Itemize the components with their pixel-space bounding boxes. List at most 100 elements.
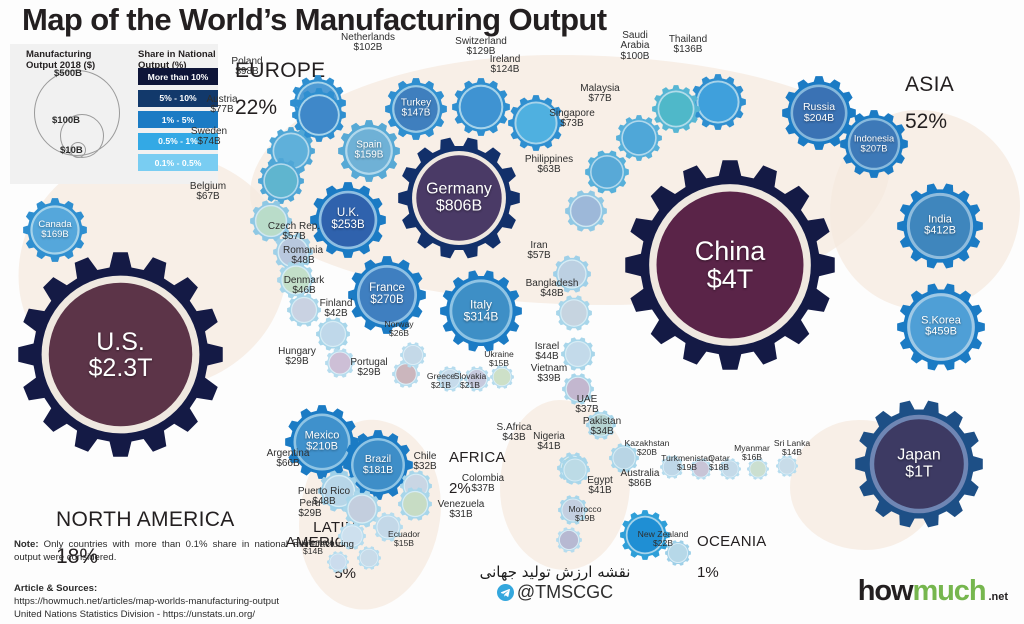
country-node-ecuador[interactable]: [357, 546, 381, 570]
country-node-nigeria[interactable]: [560, 455, 590, 485]
country-value: $22B: [652, 538, 674, 549]
country-node-malaysia[interactable]: [616, 115, 662, 161]
country-node-finland[interactable]: [316, 317, 350, 351]
country-node-bangladesh[interactable]: [556, 295, 592, 331]
country-node-israel[interactable]: [561, 337, 595, 371]
note-label: Note:: [14, 539, 39, 550]
country-node-poland[interactable]: [292, 88, 346, 142]
country-node-venezuela[interactable]: [373, 512, 403, 542]
country-value: $67B: [196, 191, 220, 203]
gear-shape: [343, 490, 381, 528]
country-name: Venezuela: [437, 499, 485, 511]
country-node-japan[interactable]: Japan $1T: [855, 400, 983, 528]
country-node-thailand[interactable]: [690, 74, 746, 130]
country-node-myanmar[interactable]: [747, 458, 769, 480]
country-node-china[interactable]: China $4T: [625, 160, 835, 370]
legend-bubble-label-500b: $500B: [54, 68, 82, 79]
gear-shape: [398, 487, 432, 521]
country-node-turkmenistan[interactable]: [690, 458, 712, 480]
country-node-colombia[interactable]: [398, 487, 432, 521]
country-value: $19B: [574, 513, 596, 524]
country-node-canada[interactable]: Canada $169B: [23, 198, 87, 262]
country-node-puertorico[interactable]: [343, 490, 381, 528]
sources-block: Article & Sources: https://howmuch.net/a…: [14, 583, 414, 622]
country-node-qatar[interactable]: [719, 458, 741, 480]
country-callout-chile: Chile $32B: [413, 451, 436, 473]
country-name: New Zealand: [637, 529, 689, 540]
country-node-italy[interactable]: Italy $314B: [440, 270, 522, 352]
country-node-germany[interactable]: Germany $806B: [398, 137, 520, 259]
country-node-uae[interactable]: [586, 410, 616, 440]
country-node-norway[interactable]: [400, 342, 426, 368]
legend-bubble-label-10b: $10B: [60, 145, 83, 156]
country-callout-denmark: Denmark $46B: [284, 275, 325, 297]
country-node-pakistan[interactable]: [609, 443, 639, 473]
gear-shape: [385, 78, 447, 140]
country-callout-ecuador: Ecuador $15B: [388, 530, 420, 548]
legend-bubble-label-100b: $100B: [52, 115, 80, 126]
legend-swatch-3: 0.5% - 1%: [138, 132, 218, 150]
country-name: Portugal: [350, 357, 388, 369]
country-node-belgium[interactable]: [250, 200, 292, 242]
country-node-greece[interactable]: [437, 366, 463, 392]
country-node-australia[interactable]: [620, 510, 670, 560]
country-node-peru[interactable]: [338, 522, 366, 550]
country-node-guatemala[interactable]: [327, 551, 349, 573]
gear-shape: [719, 458, 741, 480]
legend-share-title: Share in National Output (%): [138, 49, 216, 71]
country-node-romania[interactable]: [277, 261, 315, 299]
country-name: Colombia: [461, 473, 505, 485]
country-node-morocco[interactable]: [556, 527, 582, 553]
country-node-ukraine[interactable]: [490, 365, 514, 389]
country-node-egypt[interactable]: [558, 495, 588, 525]
country-node-czech[interactable]: [273, 232, 313, 272]
gear-shape: [452, 78, 510, 136]
country-node-kazakhstan[interactable]: [660, 455, 684, 479]
gear-shape: [440, 270, 522, 352]
gear-shape: [556, 527, 582, 553]
country-name: Ukraine: [484, 349, 514, 360]
country-value: $43B: [502, 432, 526, 444]
country-callout-australia: Australia $86B: [621, 468, 660, 490]
country-node-skorea[interactable]: S.Korea $459B: [897, 283, 985, 371]
country-node-srilanka[interactable]: [776, 455, 798, 477]
country-node-hungary[interactable]: [325, 348, 355, 378]
country-node-turkey[interactable]: Turkey $147B: [385, 78, 447, 140]
country-node-mexico[interactable]: Mexico $210B: [285, 405, 359, 479]
source-link-un[interactable]: United Nations Statistics Division - htt…: [14, 608, 256, 620]
logo-part-how: how: [857, 575, 914, 607]
country-value: $77B: [588, 93, 612, 105]
watermark-persian-text: نقشه ارزش تولید جهانی: [479, 563, 631, 581]
country-node-saudi[interactable]: [652, 85, 700, 133]
country-name: Kazakhstan: [624, 438, 670, 449]
country-node-singapore[interactable]: [585, 150, 629, 194]
country-node-us[interactable]: U.S. $2.3T: [18, 252, 223, 457]
country-value: $20B: [636, 447, 658, 458]
gear-shape: [690, 74, 746, 130]
country-node-russia[interactable]: Russia $204B: [782, 76, 856, 150]
country-callout-colombia: Colombia $37B: [461, 473, 505, 495]
country-node-india[interactable]: India $412B: [897, 183, 983, 269]
gear-shape: [562, 373, 594, 405]
gear-shape: [327, 551, 349, 573]
country-name: Belgium: [189, 181, 227, 193]
country-node-portugal[interactable]: [392, 360, 420, 388]
country-node-vietnam[interactable]: [562, 373, 594, 405]
country-node-switzerland[interactable]: [452, 78, 510, 136]
country-value: $41B: [537, 441, 561, 453]
country-callout-greece: Greece $21B: [427, 372, 455, 390]
gear-shape: [690, 458, 712, 480]
source-link-article[interactable]: https://howmuch.net/articles/map-worlds-…: [14, 595, 280, 607]
country-callout-belgium: Belgium $67B: [189, 181, 227, 203]
country-value: $15B: [393, 538, 415, 549]
country-node-iran[interactable]: [553, 255, 591, 293]
country-node-newzealand[interactable]: [665, 540, 691, 566]
country-value: $16B: [741, 452, 763, 463]
brand-logo[interactable]: howmuch .net: [858, 575, 1008, 608]
country-name: Bangladesh: [525, 278, 579, 290]
country-node-philippines[interactable]: [565, 190, 607, 232]
country-node-denmark[interactable]: [287, 293, 321, 327]
country-node-slovakia[interactable]: [464, 366, 490, 392]
country-node-sweden[interactable]: [258, 158, 304, 204]
country-node-ireland[interactable]: [508, 95, 564, 151]
